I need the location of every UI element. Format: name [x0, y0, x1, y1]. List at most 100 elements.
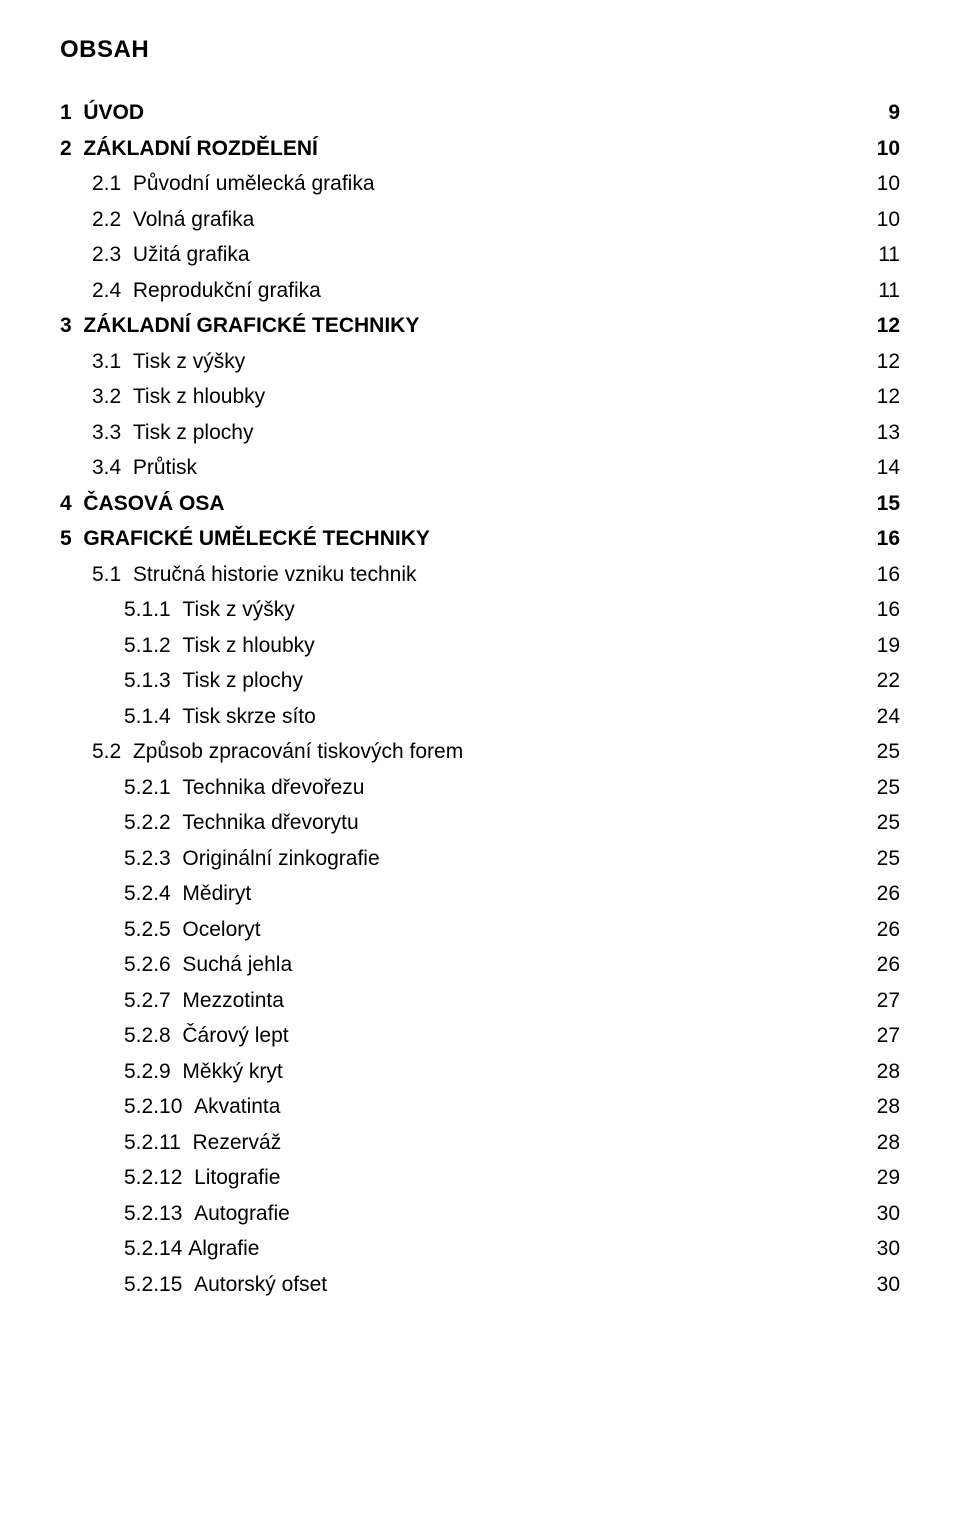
- toc-entry-number: 5.2.10: [124, 1096, 182, 1117]
- toc-entry-number: 5.2.6: [124, 954, 171, 975]
- toc-entry-gap: [182, 1096, 194, 1117]
- toc-entry-page: 10: [870, 173, 900, 194]
- toc-entry-gap: [182, 1203, 194, 1224]
- toc-entry-page: 22: [870, 670, 900, 691]
- toc-entry-text: Volná grafika: [133, 209, 254, 230]
- toc-entry-label: 5.2.6 Suchá jehla: [124, 954, 292, 975]
- toc-entry-gap: [171, 1025, 183, 1046]
- toc-entry-gap: [182, 1274, 194, 1295]
- toc-row: 2 ZÁKLADNÍ ROZDĚLENÍ 10: [60, 138, 900, 159]
- toc-entry-label: 2.3 Užitá grafika: [92, 244, 250, 265]
- toc-title: OBSAH: [60, 36, 900, 64]
- toc-entry-label: 3.3 Tisk z plochy: [92, 422, 253, 443]
- toc-entry-label: 4 ČASOVÁ OSA: [60, 493, 225, 514]
- toc-row: 5.1 Stručná historie vzniku technik16: [60, 564, 900, 585]
- toc-entry-number: 5.2.13: [124, 1203, 182, 1224]
- toc-entry-label: 5.2.1 Technika dřevořezu: [124, 777, 365, 798]
- toc-entry-text: Tisk z plochy: [182, 670, 303, 691]
- toc-entry-label: 3.1 Tisk z výšky: [92, 351, 245, 372]
- toc-entry-page: 9: [870, 102, 900, 123]
- toc-entry-text: Tisk z plochy: [133, 422, 254, 443]
- toc-row: 3 ZÁKLADNÍ GRAFICKÉ TECHNIKY 12: [60, 315, 900, 336]
- toc-entry-gap: [171, 777, 183, 798]
- toc-row: 2.3 Užitá grafika 11: [60, 244, 900, 265]
- toc-row: 5.2.8 Čárový lept27: [60, 1025, 900, 1046]
- toc-entry-text: Reprodukční grafika: [133, 280, 321, 301]
- toc-entry-number: 5.2.7: [124, 990, 171, 1011]
- toc-entry-number: 5.2.12: [124, 1167, 182, 1188]
- toc-row: 5.1.2 Tisk z hloubky19: [60, 635, 900, 656]
- toc-entry-page: 12: [870, 315, 900, 336]
- toc-entry-page: 28: [870, 1061, 900, 1082]
- toc-entry-gap: [171, 919, 183, 940]
- toc-entry-gap: [171, 954, 183, 975]
- toc-entry-gap: [171, 883, 183, 904]
- toc-entry-gap: [72, 315, 84, 336]
- toc-row: 2.4 Reprodukční grafika11: [60, 280, 900, 301]
- toc-entry-number: 3.3: [92, 422, 121, 443]
- toc-entry-text: Algrafie: [188, 1238, 259, 1259]
- toc-row: 5.2.4 Mědiryt26: [60, 883, 900, 904]
- toc-entry-page: 30: [870, 1203, 900, 1224]
- toc-entry-label: 2 ZÁKLADNÍ ROZDĚLENÍ: [60, 138, 318, 159]
- toc-entry-text: Užitá grafika: [133, 244, 250, 265]
- toc-entry-text: Tisk z hloubky: [182, 635, 314, 656]
- toc-entry-gap: [72, 102, 84, 123]
- toc-entry-number: 3: [60, 315, 72, 336]
- toc-row: 5 GRAFICKÉ UMĚLECKÉ TECHNIKY16: [60, 528, 900, 549]
- toc-entry-text: Tisk skrze síto: [182, 706, 315, 727]
- toc-entry-gap: [171, 848, 183, 869]
- toc-entry-page: 19: [870, 635, 900, 656]
- toc-entry-number: 3.4: [92, 457, 121, 478]
- toc-entry-gap: [121, 280, 133, 301]
- toc-row: 5.2.13 Autografie 30: [60, 1203, 900, 1224]
- toc-entry-label: 3 ZÁKLADNÍ GRAFICKÉ TECHNIKY: [60, 315, 419, 336]
- toc-entry-text: Rezerváž: [193, 1132, 282, 1153]
- toc-entry-text: Mezzotinta: [182, 990, 284, 1011]
- toc-entry-number: 5.2.1: [124, 777, 171, 798]
- toc-entry-page: 25: [870, 812, 900, 833]
- toc-entry-page: 10: [870, 138, 900, 159]
- toc-entry-text: Autorský ofset: [194, 1274, 327, 1295]
- toc-entry-gap: [72, 528, 84, 549]
- toc-entry-gap: [171, 635, 183, 656]
- toc-entry-text: Tisk z výšky: [182, 599, 294, 620]
- toc-entry-page: 25: [870, 777, 900, 798]
- toc-entry-number: 5.2.5: [124, 919, 171, 940]
- toc-entry-number: 5.1.3: [124, 670, 171, 691]
- toc-entry-page: 25: [870, 848, 900, 869]
- toc-row: 5.2.11 Rezerváž28: [60, 1132, 900, 1153]
- toc-row: 5.2.15 Autorský ofset30: [60, 1274, 900, 1295]
- toc-entry-number: 5.2.8: [124, 1025, 171, 1046]
- toc-entry-page: 30: [870, 1238, 900, 1259]
- toc-entry-page: 24: [870, 706, 900, 727]
- toc-row: 4 ČASOVÁ OSA15: [60, 493, 900, 514]
- toc-entry-number: 5.2.15: [124, 1274, 182, 1295]
- toc-entry-label: 2.1 Původní umělecká grafika: [92, 173, 375, 194]
- toc-entry-page: 25: [870, 741, 900, 762]
- toc-entry-page: 11: [870, 244, 900, 265]
- toc-row: 5.2.2 Technika dřevorytu25: [60, 812, 900, 833]
- toc-entry-gap: [171, 706, 183, 727]
- toc-row: 3.1 Tisk z výšky12: [60, 351, 900, 372]
- toc-row: 5.2.3 Originální zinkografie 25: [60, 848, 900, 869]
- toc-entry-label: 3.2 Tisk z hloubky: [92, 386, 265, 407]
- toc-row: 5.1.4 Tisk skrze síto24: [60, 706, 900, 727]
- toc-entry-text: Autografie: [194, 1203, 290, 1224]
- toc-entry-gap: [121, 422, 133, 443]
- toc-entry-text: Mědiryt: [182, 883, 251, 904]
- toc-entry-gap: [121, 209, 133, 230]
- toc-entry-label: 5.2.3 Originální zinkografie: [124, 848, 380, 869]
- toc-entry-gap: [171, 812, 183, 833]
- toc-entry-page: 13: [870, 422, 900, 443]
- toc-entry-gap: [121, 173, 133, 194]
- toc-entry-number: 2.3: [92, 244, 121, 265]
- toc-entry-page: 16: [870, 528, 900, 549]
- toc-entry-text: ÚVOD: [83, 102, 144, 123]
- toc-entry-gap: [171, 990, 183, 1011]
- toc-row: 5.2.6 Suchá jehla26: [60, 954, 900, 975]
- toc-row: 5.2.10 Akvatinta28: [60, 1096, 900, 1117]
- toc-entry-page: 14: [870, 457, 900, 478]
- page: OBSAH 1 ÚVOD92 ZÁKLADNÍ ROZDĚLENÍ102.1 P…: [0, 0, 960, 1518]
- toc-row: 3.3 Tisk z plochy 13: [60, 422, 900, 443]
